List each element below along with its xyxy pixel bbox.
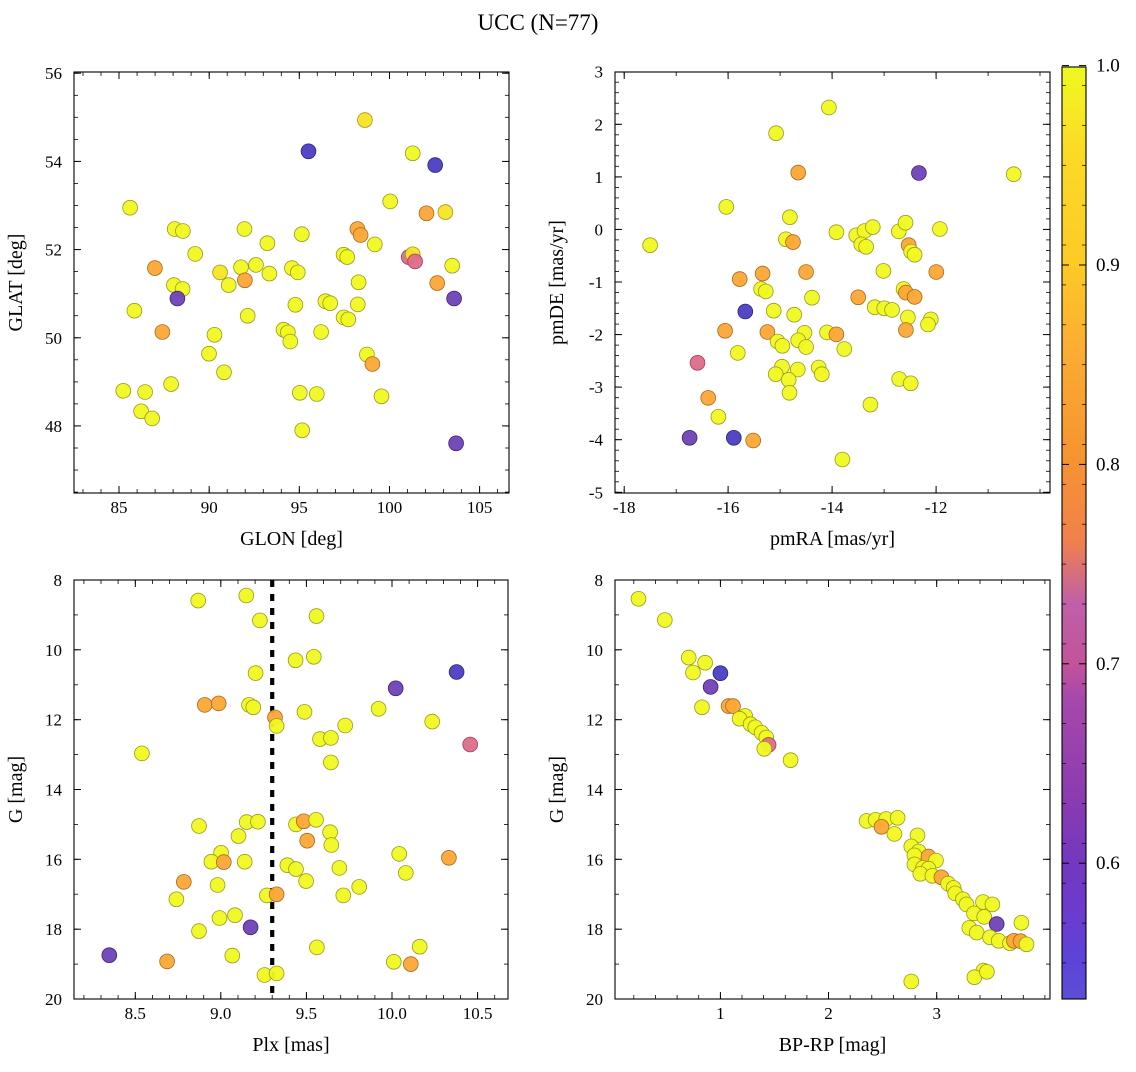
svg-text:10.5: 10.5	[463, 1004, 493, 1023]
svg-text:8: 8	[595, 571, 604, 590]
svg-text:1: 1	[716, 1004, 725, 1023]
svg-text:UCC (N=77): UCC (N=77)	[478, 10, 599, 35]
svg-text:52: 52	[45, 241, 62, 260]
svg-text:18: 18	[586, 920, 603, 939]
svg-text:48: 48	[45, 417, 62, 436]
svg-text:-14: -14	[821, 498, 844, 517]
svg-text:105: 105	[467, 498, 493, 517]
svg-text:-3: -3	[589, 378, 603, 397]
svg-text:16: 16	[45, 850, 62, 869]
svg-text:1: 1	[595, 168, 604, 187]
svg-text:90: 90	[201, 498, 218, 517]
svg-text:-12: -12	[925, 498, 948, 517]
svg-text:G [mag]: G [mag]	[546, 756, 568, 823]
svg-text:0.9: 0.9	[1096, 255, 1120, 276]
svg-text:10: 10	[586, 641, 603, 660]
svg-text:BP-RP [mag]: BP-RP [mag]	[779, 1034, 887, 1056]
svg-text:9.5: 9.5	[296, 1004, 317, 1023]
svg-text:-1: -1	[589, 273, 603, 292]
svg-text:0: 0	[595, 220, 604, 239]
svg-text:100: 100	[377, 498, 403, 517]
svg-text:0.8: 0.8	[1096, 454, 1120, 475]
svg-text:14: 14	[586, 781, 604, 800]
svg-text:20: 20	[45, 990, 62, 1009]
svg-text:10.0: 10.0	[377, 1004, 407, 1023]
svg-text:10: 10	[45, 641, 62, 660]
svg-text:8: 8	[54, 571, 63, 590]
svg-text:0.6: 0.6	[1096, 853, 1120, 874]
svg-text:3: 3	[932, 1004, 941, 1023]
svg-text:85: 85	[111, 498, 128, 517]
svg-text:G [mag]: G [mag]	[5, 756, 27, 823]
svg-text:-4: -4	[589, 431, 604, 450]
svg-text:16: 16	[586, 850, 603, 869]
svg-text:12: 12	[586, 711, 603, 730]
svg-text:9.0: 9.0	[210, 1004, 231, 1023]
svg-text:54: 54	[45, 152, 63, 171]
svg-text:56: 56	[45, 64, 62, 83]
svg-text:2: 2	[595, 115, 604, 134]
svg-text:14: 14	[45, 781, 63, 800]
svg-text:0.7: 0.7	[1096, 654, 1120, 675]
svg-text:12: 12	[45, 711, 62, 730]
svg-text:GLON [deg]: GLON [deg]	[240, 528, 343, 550]
svg-text:-5: -5	[589, 483, 603, 502]
svg-text:pmDE [mas/yr]: pmDE [mas/yr]	[546, 220, 568, 345]
svg-text:3: 3	[595, 63, 604, 82]
svg-text:GLAT [deg]: GLAT [deg]	[5, 234, 27, 332]
svg-text:20: 20	[586, 990, 603, 1009]
svg-text:-2: -2	[589, 326, 603, 345]
svg-text:-18: -18	[613, 498, 636, 517]
svg-text:8.5: 8.5	[125, 1004, 146, 1023]
svg-text:50: 50	[45, 329, 62, 348]
svg-text:2: 2	[824, 1004, 833, 1023]
svg-text:-16: -16	[717, 498, 740, 517]
svg-text:Plx [mas]: Plx [mas]	[252, 1034, 329, 1056]
svg-text:pmRA [mas/yr]: pmRA [mas/yr]	[770, 528, 895, 550]
svg-text:18: 18	[45, 920, 62, 939]
svg-text:95: 95	[291, 498, 308, 517]
svg-text:1.0: 1.0	[1096, 56, 1120, 77]
